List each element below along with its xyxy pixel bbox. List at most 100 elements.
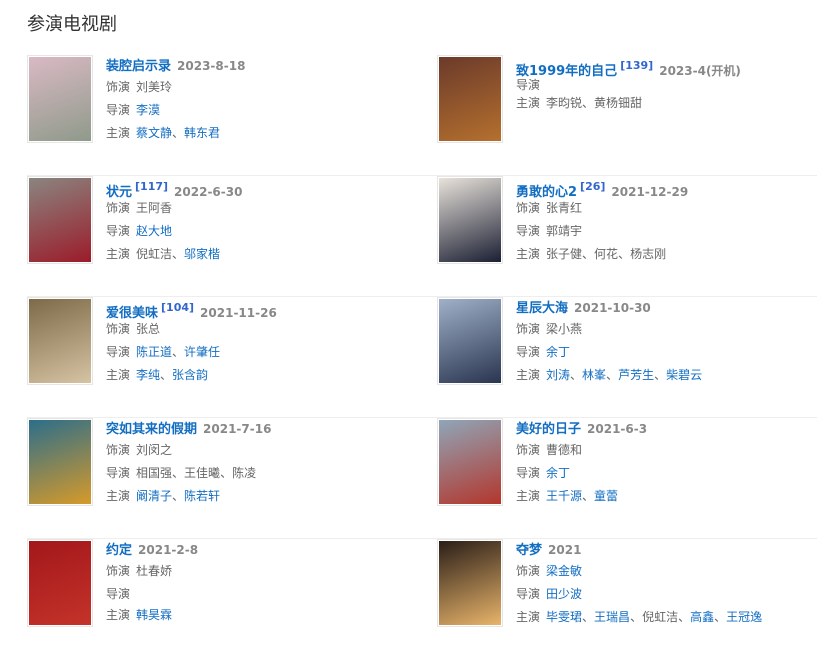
release-date: 2023-4(开机) (659, 64, 741, 78)
series-title-row: 突如其来的假期 2021-7-16 (106, 419, 271, 439)
poster-image[interactable] (437, 418, 503, 506)
role-line-label: 饰演 (516, 201, 541, 215)
reference-link[interactable]: [139] (620, 59, 654, 72)
person-link[interactable]: 李纯 (136, 368, 161, 382)
person-link[interactable]: 王冠逸 (726, 610, 763, 624)
poster-art (29, 57, 91, 141)
person-link[interactable]: 李漠 (136, 103, 161, 117)
series-title-link[interactable]: 星辰大海 (516, 301, 569, 316)
cast-line: 主演 蔡文静、韩东君 (106, 122, 245, 145)
reference-link[interactable]: [117] (135, 180, 169, 193)
poster-image[interactable] (437, 176, 503, 264)
person-link[interactable]: 田少波 (546, 587, 583, 601)
cast-line-label: 主演 (516, 96, 541, 110)
person-link[interactable]: 张含韵 (172, 368, 209, 382)
role-line: 饰演 刘美玲 (106, 76, 245, 99)
cast-line-label: 主演 (106, 608, 131, 622)
poster-image[interactable] (437, 539, 503, 627)
poster-image[interactable] (27, 55, 93, 143)
separator: 、 (618, 247, 631, 261)
person-link[interactable]: 余丁 (546, 466, 571, 480)
person-name: 梁小燕 (546, 322, 583, 336)
person-name: 倪虹洁 (136, 247, 173, 261)
person-link[interactable]: 余丁 (546, 345, 571, 359)
cast-line: 主演 刘涛、林峯、芦芳生、柴碧云 (516, 364, 702, 387)
series-title-link[interactable]: 状元 (106, 185, 133, 200)
person-link[interactable]: 阚清子 (136, 489, 173, 503)
person-link[interactable]: 陈正道 (136, 345, 173, 359)
reference-link[interactable]: [104] (161, 301, 195, 314)
poster-image[interactable] (27, 297, 93, 385)
person-name: 陈凌 (232, 466, 257, 480)
cast-line: 主演 张子健、何花、杨志刚 (516, 243, 688, 266)
release-date: 2021-7-16 (203, 422, 272, 436)
person-link[interactable]: 刘涛 (546, 368, 571, 382)
series-title-link[interactable]: 夺梦 (516, 543, 543, 558)
series-title-link[interactable]: 爱很美味 (106, 306, 159, 321)
series-item: 装腔启示录 2023-8-18 饰演 刘美玲 导演 李漠 主演 蔡文静、韩东君 (27, 55, 437, 176)
person-link[interactable]: 赵大地 (136, 224, 173, 238)
separator: 、 (654, 368, 667, 382)
person-link[interactable]: 梁金敏 (546, 564, 583, 578)
cast-line: 主演 阚清子、陈若轩 (106, 485, 271, 508)
person-link[interactable]: 韩昊霖 (136, 608, 173, 622)
series-info: 勇敢的心2 [26] 2021-12-29 饰演 张青红 导演 郭靖宇 主演 张子健、何花、杨志… (516, 177, 688, 266)
role-line-label: 饰演 (516, 322, 541, 336)
cast-line-label: 主演 (106, 489, 131, 503)
person-link[interactable]: 柴碧云 (666, 368, 703, 382)
person-name: 相国强 (136, 466, 173, 480)
poster-art (439, 178, 501, 262)
release-date: 2021-11-26 (200, 306, 277, 320)
cast-line: 主演 王千源、童蕾 (516, 485, 647, 508)
person-link[interactable]: 童蕾 (594, 489, 619, 503)
director-line: 导演 李漠 (106, 99, 245, 122)
poster-image[interactable] (27, 539, 93, 627)
poster-image[interactable] (437, 55, 503, 143)
person-name: 王阿香 (136, 201, 173, 215)
poster-image[interactable] (437, 297, 503, 385)
person-link[interactable]: 王瑞昌 (594, 610, 631, 624)
series-title-link[interactable]: 突如其来的假期 (106, 422, 198, 437)
director-line: 导演 (106, 583, 198, 606)
release-date: 2021-6-3 (587, 422, 648, 436)
series-title-link[interactable]: 约定 (106, 543, 133, 558)
poster-art (439, 420, 501, 504)
poster-art (29, 420, 91, 504)
separator: 、 (606, 368, 619, 382)
reference-link[interactable]: [26] (580, 180, 606, 193)
person-link[interactable]: 王千源 (546, 489, 583, 503)
cast-line-label: 主演 (106, 126, 131, 140)
poster-image[interactable] (27, 418, 93, 506)
series-title-link[interactable]: 致1999年的自己 (516, 64, 618, 79)
separator: 、 (678, 610, 691, 624)
person-link[interactable]: 毕雯珺 (546, 610, 583, 624)
director-line-label: 导演 (516, 345, 541, 359)
person-link[interactable]: 芦芳生 (618, 368, 655, 382)
series-title-row: 装腔启示录 2023-8-18 (106, 56, 245, 76)
separator: 、 (714, 610, 727, 624)
person-link[interactable]: 许肇任 (184, 345, 221, 359)
series-info: 装腔启示录 2023-8-18 饰演 刘美玲 导演 李漠 主演 蔡文静、韩东君 (106, 56, 245, 145)
poster-art (29, 299, 91, 383)
series-info: 爱很美味 [104] 2021-11-26 饰演 张总 导演 陈正道、许肇任 主演 李纯、张含韵 (106, 298, 277, 387)
person-link[interactable]: 邬家楷 (184, 247, 221, 261)
cast-line: 主演 倪虹洁、邬家楷 (106, 243, 242, 266)
person-link[interactable]: 韩东君 (184, 126, 221, 140)
series-title-link[interactable]: 勇敢的心2 (516, 185, 578, 200)
series-item: 夺梦 2021 饰演 梁金敏 导演 田少波 主演 毕雯珺、王瑞昌、倪虹洁、高鑫、王冠逸 (437, 539, 817, 660)
director-line-label: 导演 (516, 224, 541, 238)
person-link[interactable]: 蔡文静 (136, 126, 173, 140)
person-link[interactable]: 高鑫 (690, 610, 715, 624)
series-title-link[interactable]: 美好的日子 (516, 422, 582, 437)
cast-line: 主演 韩昊霖 (106, 606, 198, 624)
person-name: 张青红 (546, 201, 583, 215)
series-title-link[interactable]: 装腔启示录 (106, 59, 172, 74)
separator: 、 (172, 345, 185, 359)
cast-line-label: 主演 (516, 247, 541, 261)
poster-image[interactable] (27, 176, 93, 264)
series-title-row: 美好的日子 2021-6-3 (516, 419, 647, 439)
director-line: 导演 赵大地 (106, 220, 242, 243)
person-link[interactable]: 陈若轩 (184, 489, 221, 503)
separator: 、 (172, 126, 185, 140)
person-link[interactable]: 林峯 (582, 368, 607, 382)
